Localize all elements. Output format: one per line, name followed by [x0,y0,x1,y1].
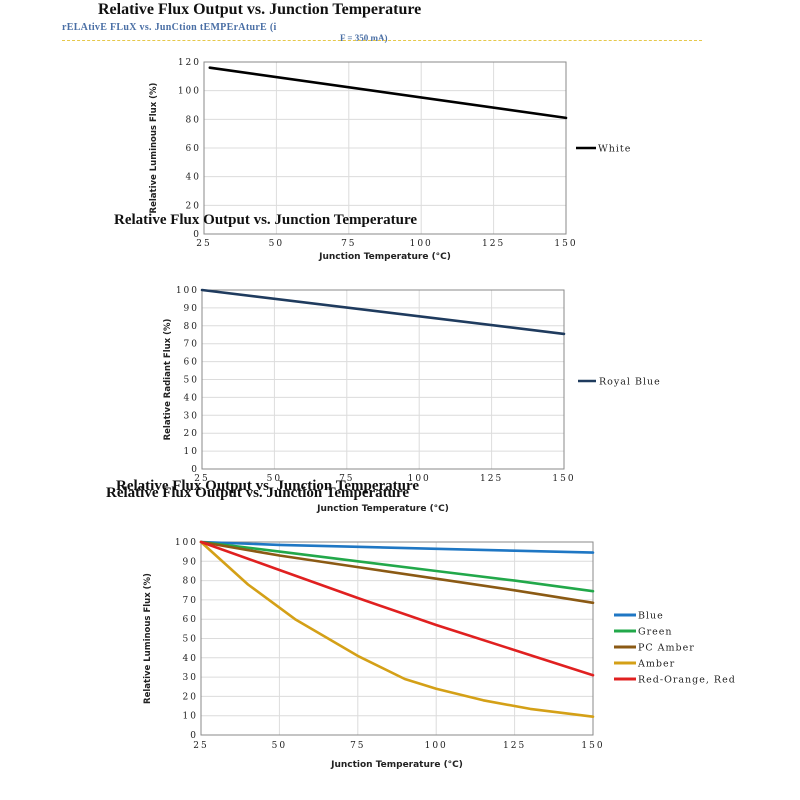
y-tick-label: 60 [183,615,198,625]
chart2-title: Relative Flux Output vs. Junction Temper… [114,212,418,228]
y-tick-label: 90 [184,304,199,314]
chart1-title: Relative Flux Output vs. Junction Temper… [98,1,422,18]
y-tick-label: 50 [184,376,199,386]
chart-white-flux: 25 50 75 100 125 150 0 20 40 60 80 100 120 Junction T… [149,58,631,262]
x-tick-label: 150 [552,474,575,484]
legend-label: White [598,144,631,155]
series-line [199,540,595,718]
x-tick-label: 25 [193,741,208,751]
y-tick-label: 100 [175,538,198,548]
y-tick-label: 40 [184,393,199,403]
plot-frame [201,289,565,470]
y-axis-label: Relative Luminous Flux (%) [143,573,153,704]
x-tick-label: 150 [581,741,604,751]
y-tick-label: 20 [183,692,198,702]
y-tick-label: 70 [183,596,198,606]
x-axis-label: Junction Temperature (°C) [316,504,449,514]
y-tick-label: 80 [186,115,201,125]
series-line [199,540,595,593]
x-tick-label: 125 [480,474,503,484]
y-tick-label: 20 [184,429,199,439]
y-tick-label: 100 [178,87,201,97]
chart1-subtitle: rELAtivE FLuX vs. JunCtion tEMPErAturE (… [62,22,277,33]
x-tick-label: 75 [341,239,356,249]
y-tick-label: 0 [191,465,199,475]
x-tick-label: 75 [350,741,365,751]
y-tick-label: 70 [184,340,199,350]
y-tick-label: 120 [178,58,201,68]
y-axis-label: Relative Luminous Flux (%) [149,82,159,213]
x-tick-label: 25 [196,239,211,249]
series-line [199,540,595,605]
series-line [208,66,568,120]
y-tick-label: 20 [186,201,201,211]
chart3-title-overlap: Relative Flux Output vs. Junction Temper… [106,485,410,501]
x-tick-label: 100 [425,741,448,751]
y-tick-label: 60 [186,144,201,154]
chart1-subtitle-current: F = 350 mA) [340,33,388,43]
x-axis-label: Junction Temperature (°C) [318,252,451,262]
series-line [200,288,566,336]
chart3-title: Relative Flux Output vs. Junction Temper… [116,478,420,494]
x-tick-label: 125 [503,741,526,751]
y-tick-label: 30 [184,411,199,421]
x-axis-label: Junction Temperature (°C) [330,760,463,770]
y-tick-label: 80 [183,577,198,587]
plot-frame [203,61,567,235]
x-tick-label: 100 [410,239,433,249]
plot-frame [200,541,594,736]
legend-label: Red-Orange, Red [638,675,736,686]
legend-label: Royal Blue [599,377,661,388]
legend-label: Amber [637,659,675,670]
legend-label: Green [638,627,673,638]
x-tick-label: 100 [408,474,431,484]
y-tick-label: 0 [190,731,198,741]
chart-royal-blue-flux: 25 50 75 100 125 150 0 10 20 30 40 50 60 70 80 90 100 Jun… [163,286,661,514]
x-tick-label: 25 [194,474,209,484]
x-tick-label: 75 [339,474,354,484]
y-tick-label: 10 [184,447,199,457]
legend-label: Blue [638,611,664,622]
series-line [199,540,595,677]
y-tick-label: 50 [183,635,198,645]
x-tick-label: 50 [269,239,284,249]
x-tick-label: 125 [482,239,505,249]
y-tick-label: 100 [176,286,199,296]
y-tick-label: 30 [183,673,198,683]
y-tick-label: 90 [183,557,198,567]
legend-label: PC Amber [638,643,695,654]
y-tick-label: 40 [183,654,198,664]
x-tick-label: 50 [272,741,287,751]
y-tick-label: 0 [193,230,201,240]
y-tick-label: 10 [183,712,198,722]
y-axis-label: Relative Radiant Flux (%) [163,318,173,440]
x-tick-label: 150 [554,239,577,249]
dashed-divider [62,40,702,41]
y-tick-label: 80 [184,322,199,332]
y-tick-label: 40 [186,173,201,183]
y-tick-label: 60 [184,358,199,368]
x-tick-label: 50 [267,474,282,484]
series-line [199,540,595,554]
